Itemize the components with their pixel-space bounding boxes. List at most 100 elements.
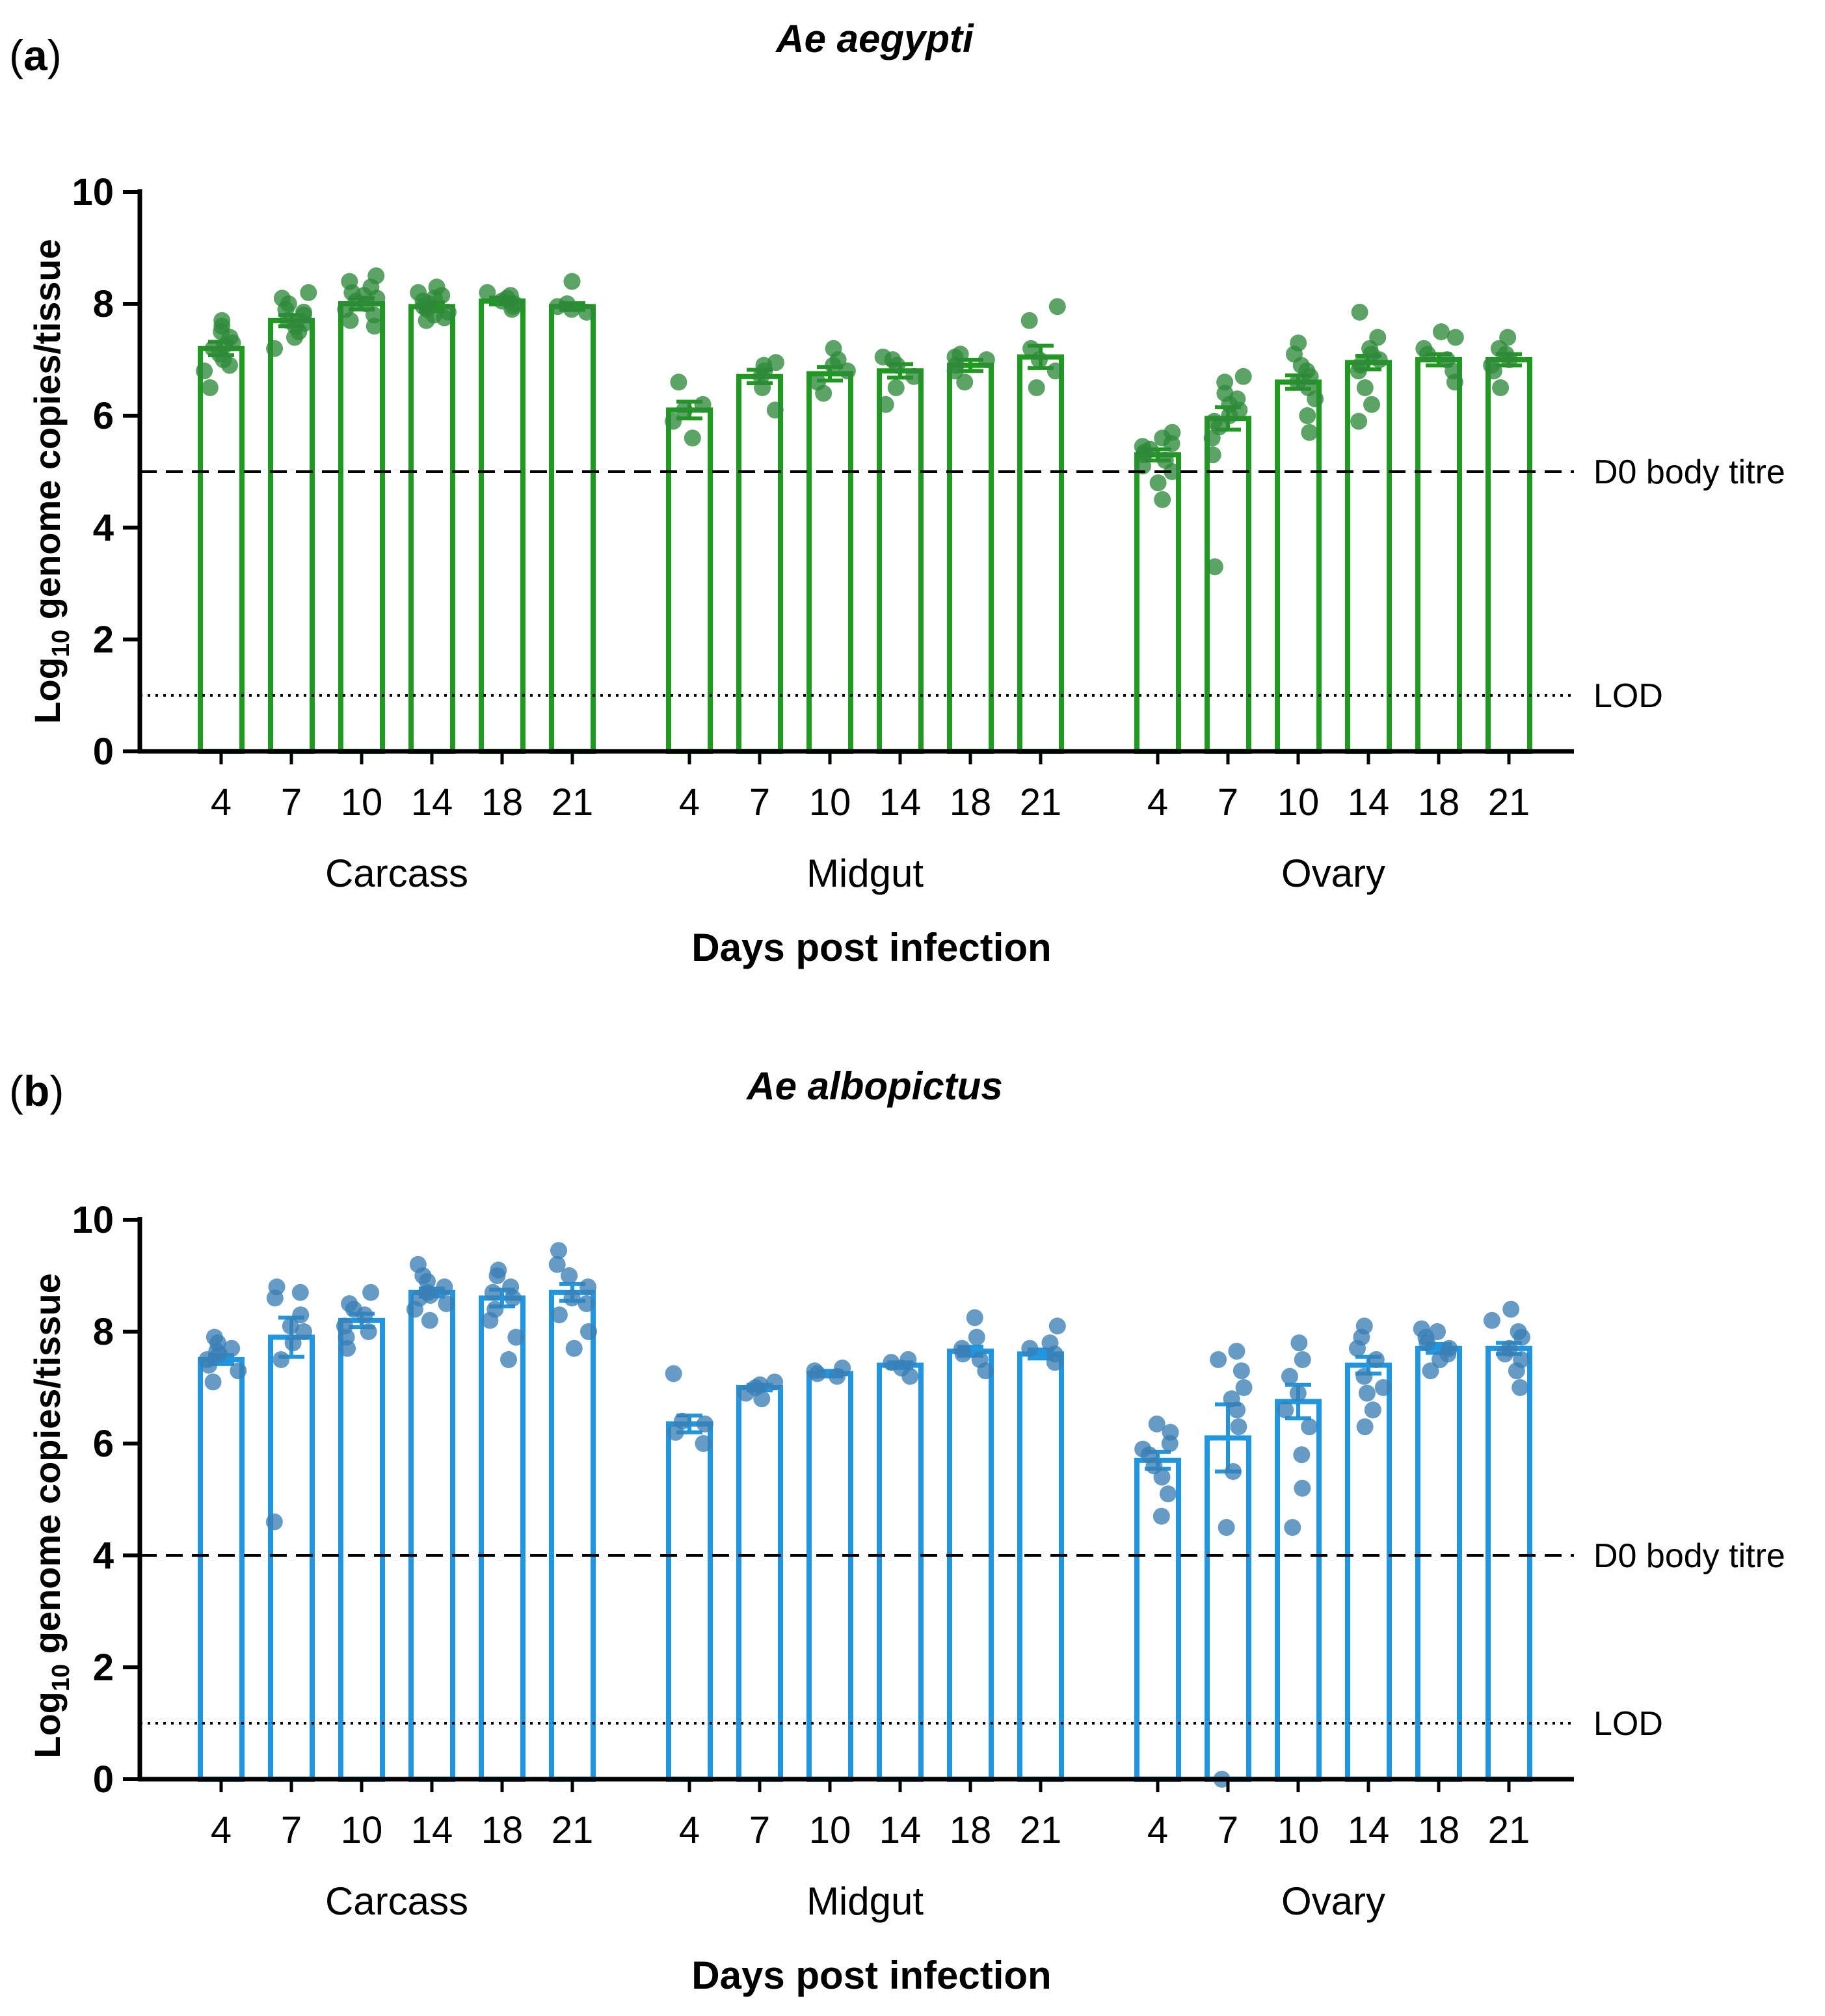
panel-a-point-ovary-day-10 bbox=[1289, 373, 1307, 391]
panel-a-point-midgut-day-10 bbox=[809, 373, 827, 391]
panel-b-point-midgut-day-4 bbox=[665, 1365, 682, 1382]
panel-a-x-ticks: 4 7 10 14 18 21 4 7 10 14 18 21 4 7 10 14 18 21 bbox=[211, 751, 1530, 824]
panel-a-point-ovary-day-21 bbox=[1492, 379, 1510, 396]
panel-b-point-carcass-day-14 bbox=[421, 1287, 439, 1304]
panel-b-group-label-midgut: Midgut bbox=[806, 1879, 924, 1923]
panel-a-point-ovary-day-21 bbox=[1483, 356, 1500, 374]
panel-a-bar-carcass-day-14 bbox=[408, 304, 455, 754]
panel-a-bar-ovary-day-18 bbox=[1415, 357, 1462, 754]
panel-a-point-midgut-day-21 bbox=[1048, 298, 1066, 316]
panel-a-y-tick-label-6: 6 bbox=[93, 395, 114, 437]
panel-b-point-ovary-day-14 bbox=[1367, 1351, 1385, 1368]
panel-a-point-carcass-day-7 bbox=[273, 289, 291, 307]
panel-a-point-carcass-day-18 bbox=[501, 287, 519, 304]
panel-a-x-tick-label-midgut-14: 14 bbox=[879, 781, 922, 824]
panel-b-y-tick-label-8: 8 bbox=[93, 1311, 114, 1353]
panel-b-point-carcass-day-10 bbox=[360, 1323, 377, 1340]
panel-a-y-axis-label: Log10 genome copies/tissue bbox=[27, 239, 75, 724]
panel-b-point-ovary-day-10 bbox=[1294, 1479, 1311, 1497]
panel-b-point-carcass-day-7 bbox=[268, 1278, 286, 1296]
panel-a-point-ovary-day-7 bbox=[1206, 412, 1223, 430]
panel-b-x-tick-label-midgut-7: 7 bbox=[749, 1809, 770, 1851]
panel-a-bar-carcass-day-21 bbox=[549, 304, 596, 754]
panel-b-point-carcass-day-18 bbox=[507, 1328, 525, 1346]
panel-a-point-carcass-day-7 bbox=[266, 340, 284, 357]
panel-a-point-ovary-day-4 bbox=[1164, 423, 1181, 441]
panel-b-y-axis-label: Log10 genome copies/tissue bbox=[27, 1273, 75, 1758]
panel-b-ylabel-sub: 10 bbox=[47, 1664, 75, 1691]
panel-b-bar-ovary-day-7 bbox=[1205, 1435, 1251, 1782]
panel-a-x-tick-label-midgut-7: 7 bbox=[749, 781, 770, 824]
panel-a-lod-label: LOD bbox=[1593, 677, 1663, 715]
panel-b-point-carcass-day-18 bbox=[500, 1351, 517, 1368]
panel-b-point-ovary-day-21 bbox=[1483, 1311, 1500, 1329]
panel-a-point-midgut-day-10 bbox=[838, 362, 856, 380]
panel-a-point-ovary-day-7 bbox=[1204, 446, 1221, 464]
panel-a-y-tick-label-10: 10 bbox=[72, 171, 114, 213]
panel-a-point-ovary-day-10 bbox=[1301, 423, 1318, 441]
panel-b-point-carcass-day-21 bbox=[550, 1306, 568, 1324]
panel-b-point-carcass-day-10 bbox=[336, 1317, 353, 1335]
panel-a-group-label-ovary: Ovary bbox=[1281, 852, 1385, 895]
panel-a-point-ovary-day-14 bbox=[1363, 345, 1380, 363]
panel-b-point-carcass-day-4 bbox=[223, 1339, 241, 1357]
panel-b-bar-midgut-day-4 bbox=[666, 1421, 713, 1782]
panel-b-x-tick-label-carcass-7: 7 bbox=[281, 1809, 302, 1851]
panel-b-point-carcass-day-21 bbox=[578, 1295, 595, 1312]
panel-a-point-carcass-day-10 bbox=[355, 287, 373, 304]
panel-a-y-tick-label-8: 8 bbox=[93, 283, 114, 325]
panel-b-bar-midgut-day-7 bbox=[736, 1385, 783, 1782]
panel-a-point-carcass-day-4 bbox=[215, 337, 233, 355]
panel-b-ylabel-rest: genome copies/tissue bbox=[27, 1273, 68, 1664]
panel-b-point-carcass-day-14 bbox=[438, 1295, 455, 1312]
panel-b-bar-midgut-day-10 bbox=[806, 1371, 853, 1782]
panel-b-point-carcass-day-4 bbox=[200, 1356, 218, 1374]
panel-b-x-tick-label-ovary-21: 21 bbox=[1488, 1809, 1530, 1851]
panel-a-label: (a) bbox=[9, 31, 62, 79]
panel-a-point-ovary-day-10 bbox=[1298, 362, 1316, 380]
panel-a-point-carcass-day-21 bbox=[549, 298, 566, 316]
panel-a-point-ovary-day-4 bbox=[1154, 491, 1171, 508]
panel-b-y-ticks: 0 2 4 6 8 10 bbox=[72, 1199, 140, 1801]
panel-a-ylabel-prefix: Log bbox=[27, 657, 68, 724]
panel-b-point-carcass-day-18 bbox=[490, 1261, 507, 1279]
panel-b-x-tick-label-midgut-4: 4 bbox=[679, 1809, 700, 1851]
panel-b-point-ovary-day-14 bbox=[1364, 1401, 1381, 1419]
panel-a-point-carcass-day-18 bbox=[479, 284, 496, 301]
panel-b-point-ovary-day-18 bbox=[1413, 1320, 1430, 1337]
panel-a-x-tick-label-ovary-21: 21 bbox=[1488, 781, 1530, 824]
panel-a-point-midgut-day-18 bbox=[978, 351, 995, 368]
panel-a-y-ticks: 0 2 4 6 8 10 bbox=[72, 171, 140, 773]
panel-b-point-midgut-day-7 bbox=[751, 1376, 769, 1393]
panel-b-point-carcass-day-4 bbox=[206, 1328, 223, 1346]
panel-b-x-tick-label-midgut-21: 21 bbox=[1020, 1809, 1062, 1851]
panel-b-point-carcass-day-18 bbox=[502, 1278, 520, 1296]
panel-b-x-tick-label-ovary-4: 4 bbox=[1147, 1809, 1168, 1851]
panel-b-bar-carcass-day-4 bbox=[198, 1357, 245, 1782]
panel-b-point-ovary-day-14 bbox=[1356, 1418, 1374, 1436]
panel-a-bar-carcass-day-7 bbox=[268, 317, 315, 754]
panel-b-y-tick-label-10: 10 bbox=[72, 1199, 114, 1241]
panel-a-point-carcass-day-21 bbox=[563, 273, 581, 290]
panel-b-point-ovary-day-14 bbox=[1358, 1384, 1376, 1402]
panel-b-point-ovary-day-14 bbox=[1355, 1367, 1373, 1385]
panel-b-point-ovary-day-7 bbox=[1229, 1401, 1246, 1419]
panel-b-point-carcass-day-18 bbox=[484, 1284, 501, 1301]
panel-a: (a) Ae aegypti Log10 genome copies/tissu… bbox=[9, 17, 1785, 969]
panel-a-point-midgut-day-14 bbox=[905, 368, 923, 385]
panel-b-bar-ovary-day-18 bbox=[1415, 1345, 1462, 1782]
panel-b-x-tick-label-midgut-10: 10 bbox=[809, 1809, 851, 1851]
panel-b-point-ovary-day-21 bbox=[1512, 1379, 1529, 1396]
panel-a-point-carcass-day-10 bbox=[367, 267, 385, 284]
panel-a-bar-midgut-day-21 bbox=[1017, 354, 1064, 754]
panel-a-x-tick-label-midgut-18: 18 bbox=[950, 781, 992, 824]
panel-b-title: Ae albopictus bbox=[745, 1064, 1002, 1108]
panel-b-point-midgut-day-14 bbox=[883, 1354, 900, 1371]
panel-a-point-ovary-day-18 bbox=[1438, 351, 1456, 368]
panel-a-point-carcass-day-7 bbox=[295, 303, 313, 321]
panel-a-x-tick-label-carcass-4: 4 bbox=[211, 781, 232, 824]
panel-b-bar-midgut-day-14 bbox=[877, 1362, 924, 1782]
panel-a-point-ovary-day-14 bbox=[1363, 396, 1381, 413]
panel-b-y-tick-label-2: 2 bbox=[93, 1646, 114, 1689]
panel-a-d0-label: D0 body titre bbox=[1593, 453, 1785, 491]
